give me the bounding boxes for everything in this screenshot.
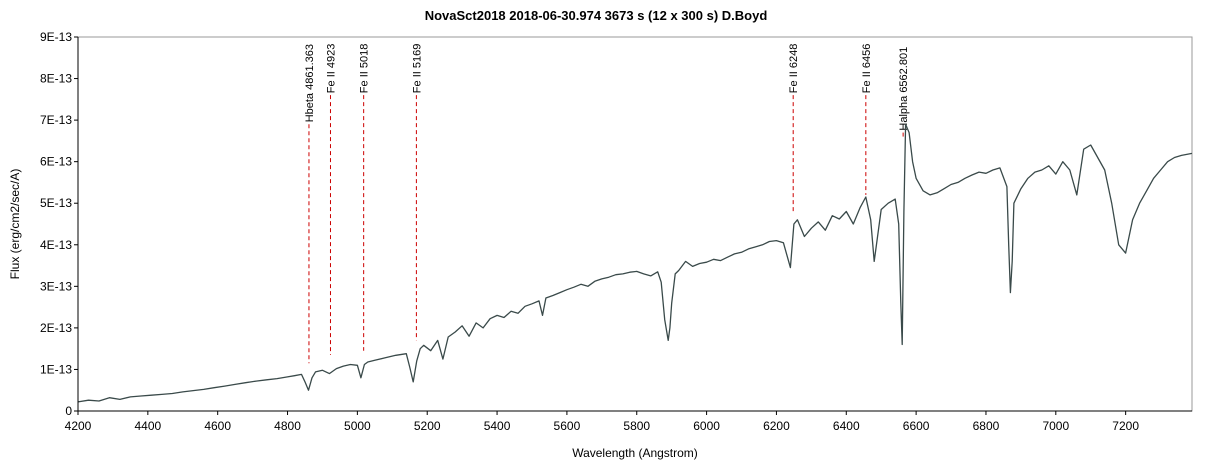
x-tick-label: 4800 bbox=[274, 419, 301, 433]
line-marker-label: Fe II 6248 bbox=[788, 44, 800, 94]
x-tick-label: 7200 bbox=[1112, 419, 1139, 433]
x-tick-label: 5000 bbox=[344, 419, 371, 433]
x-axis: 4200 4400 4600 4800 5000 5200 5400 5600 5800 6000… bbox=[65, 410, 1192, 433]
y-tick-label: 8E-13 bbox=[40, 72, 72, 86]
spectrum-line bbox=[77, 123, 1193, 403]
y-tick-label: 9E-13 bbox=[40, 30, 72, 44]
x-axis-label: Wavelength (Angstrom) bbox=[572, 446, 698, 460]
x-tick-label: 4400 bbox=[134, 419, 161, 433]
x-tick-label: 6000 bbox=[693, 419, 720, 433]
y-tick-label: 4E-13 bbox=[40, 238, 72, 252]
line-marker-label: Hbeta 4861.363 bbox=[304, 44, 316, 122]
x-tick-label: 4600 bbox=[204, 419, 231, 433]
y-axis: 0 1E-13 2E-13 3E-13 4E-13 5E-13 6E-13 7E-13 8E-1… bbox=[40, 30, 79, 418]
line-marker-label: Halpha 6562.801 bbox=[898, 47, 910, 131]
x-tick-label: 6200 bbox=[763, 419, 790, 433]
x-tick-label: 4200 bbox=[65, 419, 92, 433]
x-tick-label: 7000 bbox=[1042, 419, 1069, 433]
y-tick-label: 3E-13 bbox=[40, 279, 72, 293]
chart-title: NovaSct2018 2018-06-30.974 3673 s (12 x … bbox=[425, 8, 768, 23]
y-tick-label: 2E-13 bbox=[40, 321, 72, 335]
x-tick-label: 6600 bbox=[903, 419, 930, 433]
x-tick-label: 5600 bbox=[554, 419, 581, 433]
line-marker-layer: Hbeta 4861.363 Fe II 4923 Fe II 5018 Fe II … bbox=[304, 44, 910, 364]
x-tick-label: 6800 bbox=[973, 419, 1000, 433]
line-marker-label: Fe II 5018 bbox=[359, 44, 371, 94]
x-tick-label: 6400 bbox=[833, 419, 860, 433]
x-tick-label: 5800 bbox=[623, 419, 650, 433]
plot-frame bbox=[77, 36, 1193, 412]
y-tick-label: 7E-13 bbox=[40, 113, 72, 127]
line-marker-label: Fe II 4923 bbox=[326, 44, 338, 94]
x-tick-label: 5200 bbox=[414, 419, 441, 433]
y-tick-label: 5E-13 bbox=[40, 196, 72, 210]
line-marker-label: Fe II 5169 bbox=[411, 44, 423, 94]
y-tick-label: 1E-13 bbox=[40, 362, 72, 376]
y-tick-label: 0 bbox=[65, 404, 72, 418]
y-axis-label: Flux (erg/cm2/sec/A) bbox=[8, 169, 22, 280]
y-tick-label: 6E-13 bbox=[40, 155, 72, 169]
x-tick-label: 5400 bbox=[484, 419, 511, 433]
line-marker-label: Fe II 6456 bbox=[861, 44, 873, 94]
